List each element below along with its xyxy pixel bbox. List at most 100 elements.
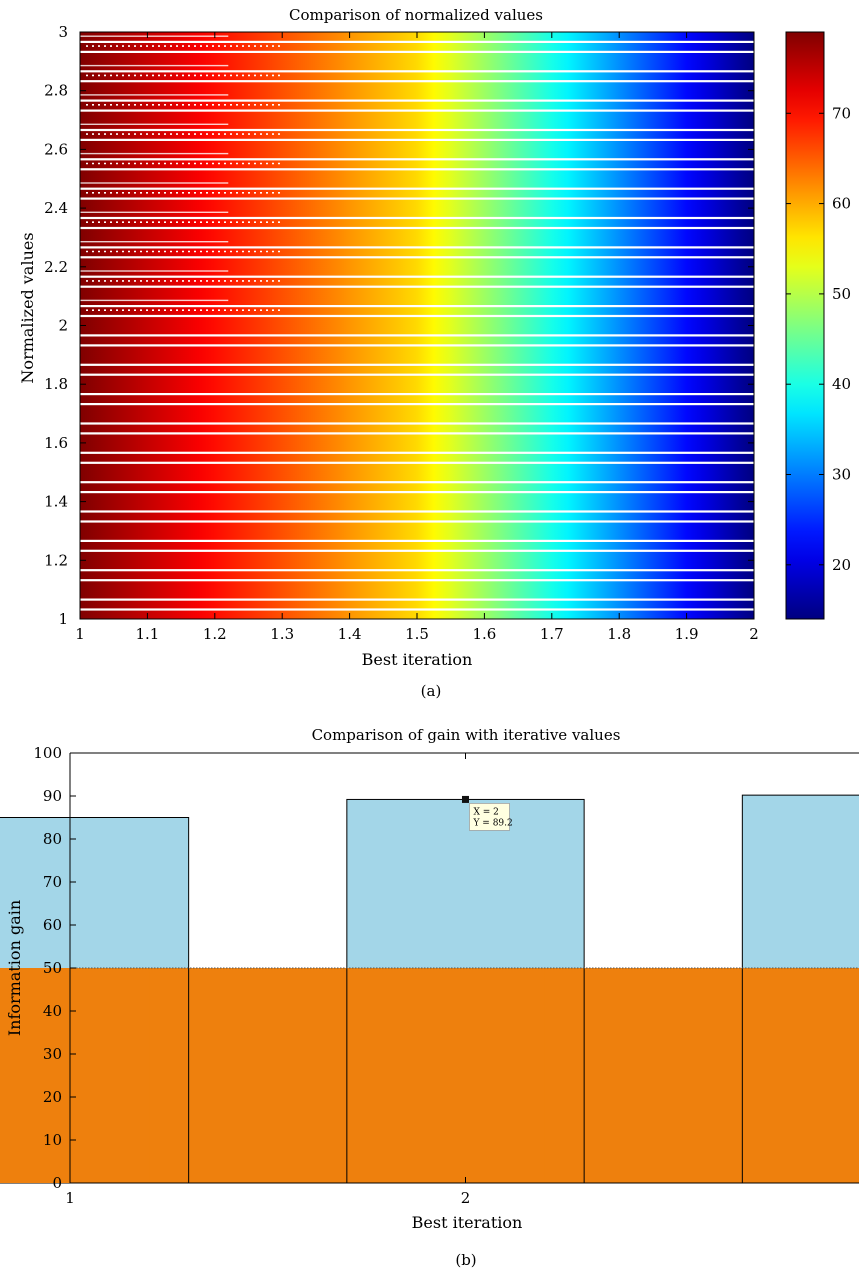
bar-y-tick-label: 0 <box>52 1174 62 1192</box>
heatmap-area <box>80 32 754 619</box>
heatmap-x-tick-label: 1.8 <box>607 625 631 643</box>
bar-y-tick-label: 40 <box>43 1002 62 1020</box>
bar-y-tick-label: 60 <box>43 916 62 934</box>
heatmap-separator <box>80 314 754 318</box>
heatmap-separator <box>80 197 754 200</box>
bar-y-ticks: 0 10 20 30 40 50 60 70 80 90 100 <box>33 744 76 1192</box>
heatmap-separator <box>80 520 754 523</box>
heatmap-separator <box>80 481 754 484</box>
heatmap-x-tick-label: 1 <box>75 625 85 643</box>
heatmap-dash <box>80 123 229 125</box>
bar-y-tick-label: 90 <box>43 787 62 805</box>
heatmap-dash <box>80 241 229 243</box>
heatmap-separator <box>80 579 754 582</box>
heatmap-title: Comparison of normalized values <box>289 6 543 24</box>
heatmap-x-ticks: 1 1.1 1.2 1.3 1.4 1.5 1.6 1.7 1.8 1.9 2 <box>75 32 759 643</box>
datatip-x-text: X = 2 <box>473 807 498 817</box>
bar-x-label: Best iteration <box>412 1213 523 1232</box>
heatmap-separator <box>80 393 754 396</box>
datatip-box <box>469 803 510 831</box>
heatmap-dash <box>80 211 229 213</box>
bar-y-label: Information gain <box>5 900 24 1036</box>
heatmap-separator <box>80 344 754 347</box>
heatmap-separator <box>80 432 754 435</box>
bar-chart: Comparison of gain with iterative values… <box>0 726 859 1269</box>
heatmap-separator <box>80 80 754 83</box>
bar-title: Comparison of gain with iterative values <box>312 726 621 744</box>
datatip[interactable]: X = 2 Y = 89.2 <box>461 795 513 831</box>
heatmap-y-tick-label: 1.8 <box>44 375 68 393</box>
heatmap-x-tick-label: 1.9 <box>675 625 699 643</box>
bar-x-tick-label: 2 <box>461 1189 471 1207</box>
heatmap-separator <box>80 246 754 249</box>
bar-lower <box>742 968 859 1183</box>
colorbar-tick-label: 40 <box>832 375 851 393</box>
colorbar-ticks: 20 30 40 50 60 70 <box>786 104 851 574</box>
colorbar-tick-label: 30 <box>832 466 851 484</box>
heatmap-separator <box>80 256 754 259</box>
heatmap-y-tick-label: 2.4 <box>44 199 68 217</box>
heatmap-y-label: Normalized values <box>18 232 37 383</box>
heatmap-dash <box>80 270 229 272</box>
heatmap-separator <box>80 50 754 53</box>
heatmap-separator <box>80 598 754 601</box>
heatmap-x-tick-label: 1.5 <box>405 625 429 643</box>
heatmap-separator <box>80 40 754 43</box>
heatmap-dash <box>80 35 229 37</box>
heatmap-x-tick-label: 1.2 <box>203 625 227 643</box>
heatmap-separator <box>80 70 754 73</box>
bar-y-tick-label: 70 <box>43 873 62 891</box>
heatmap-y-tick-label: 1.2 <box>44 551 68 569</box>
bar-y-tick-label: 10 <box>43 1131 62 1149</box>
heatmap-separator <box>80 305 754 308</box>
heatmap-x-tick-label: 2 <box>749 625 759 643</box>
heatmap-x-tick-label: 1.3 <box>270 625 294 643</box>
heatmap-separator <box>80 158 754 161</box>
bar-lower <box>346 968 585 1183</box>
heatmap-dash <box>80 152 229 155</box>
heatmap-separator <box>80 128 754 132</box>
heatmap-separator <box>80 99 754 102</box>
heatmap-separator <box>80 549 754 552</box>
bar-y-tick-label: 100 <box>33 744 62 762</box>
bar-y-tick-label: 50 <box>43 959 62 977</box>
heatmap-separator <box>80 491 754 494</box>
heatmap-y-tick-label: 1.4 <box>44 493 68 511</box>
heatmap-dash <box>80 94 229 96</box>
caption-b: (b) <box>455 1251 476 1269</box>
heatmap-stripes <box>80 35 754 611</box>
heatmap-separator <box>80 168 754 171</box>
heatmap-separator <box>80 461 754 464</box>
heatmap-separator <box>80 334 754 337</box>
heatmap-y-tick-label: 2 <box>58 317 68 335</box>
heatmap-separator <box>80 216 754 220</box>
heatmap-separator <box>80 187 754 190</box>
heatmap-dash <box>80 182 229 184</box>
heatmap-y-tick-label: 1.6 <box>44 434 68 452</box>
heatmap-separator <box>80 539 754 542</box>
heatmap-x-tick-label: 1.4 <box>338 625 362 643</box>
heatmap-y-ticks: 1 1.2 1.4 1.6 1.8 2 2.2 2.4 2.6 2.8 3 <box>44 23 754 628</box>
heatmap-separator <box>80 138 754 141</box>
bar-y-tick-label: 30 <box>43 1045 62 1063</box>
heatmap-y-tick-label: 2.8 <box>44 82 68 100</box>
heatmap-separator <box>80 403 754 406</box>
heatmap-chart: Comparison of normalized values 1 1.1 1.2 1… <box>18 6 851 700</box>
colorbar-tick-label: 60 <box>832 195 851 213</box>
heatmap-dash <box>80 64 229 67</box>
heatmap-separator <box>80 422 754 425</box>
heatmap-x-label: Best iteration <box>362 650 473 669</box>
heatmap-dash <box>80 299 229 302</box>
datatip-marker[interactable] <box>461 795 469 803</box>
heatmap-separator <box>80 285 754 288</box>
datatip-y-text: Y = 89.2 <box>472 818 512 828</box>
bar-y-tick-label: 80 <box>43 830 62 848</box>
heatmap-x-tick-label: 1.1 <box>135 625 159 643</box>
heatmap-y-tick-label: 3 <box>58 23 68 41</box>
bar-marks <box>0 794 859 1184</box>
heatmap-x-tick-label: 1.7 <box>540 625 564 643</box>
bar-x-tick-label: 1 <box>65 1189 75 1207</box>
colorbar-tick-label: 70 <box>832 104 851 122</box>
